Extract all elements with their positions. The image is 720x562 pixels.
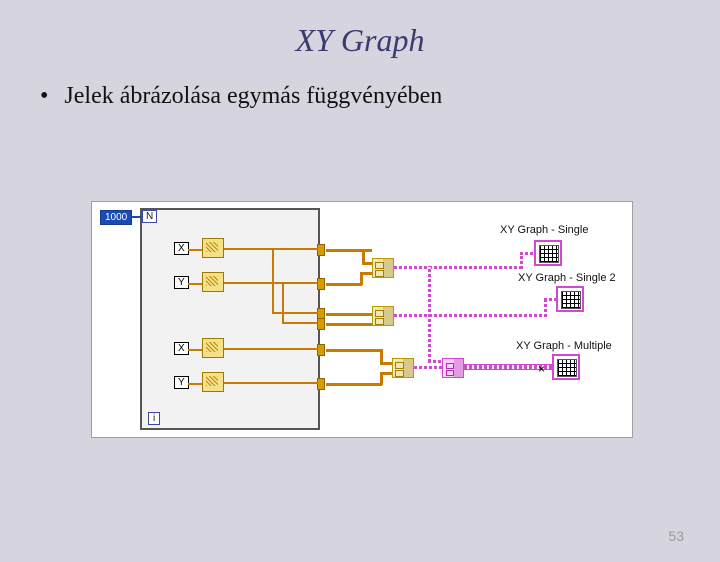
wire	[272, 248, 274, 314]
wire	[380, 362, 392, 365]
tunnel	[317, 244, 325, 256]
wire	[326, 249, 372, 252]
terminal-label-x: X	[174, 242, 189, 255]
loop-iteration-terminal: i	[148, 412, 160, 425]
page-number: 53	[668, 528, 684, 544]
sink-label: XY Graph - Single	[500, 224, 588, 236]
tunnel	[317, 378, 325, 390]
labview-diagram: 1000 N i X Y X Y	[92, 202, 632, 437]
tunnel	[317, 318, 325, 330]
for-loop	[140, 208, 320, 430]
wire	[282, 282, 284, 324]
terminal-label-y: Y	[174, 276, 189, 289]
wire	[394, 314, 546, 317]
wire	[188, 283, 202, 285]
wire	[428, 360, 442, 363]
loop-count-terminal: N	[142, 210, 157, 223]
wire	[380, 372, 392, 375]
wire	[224, 348, 318, 350]
bullet-text: Jelek ábrázolása egymás függvényében	[64, 83, 442, 109]
bundle-node	[372, 306, 394, 326]
wire	[380, 349, 383, 363]
sink-label: XY Graph - Multiple	[516, 340, 612, 352]
xy-graph-indicator	[556, 286, 584, 312]
bullet-marker: •	[40, 83, 48, 110]
wire	[326, 323, 372, 326]
sink-label: XY Graph - Single 2	[518, 272, 616, 284]
xy-graph-indicator	[534, 240, 562, 266]
slide-title: XY Graph	[0, 22, 720, 59]
wire	[428, 266, 431, 362]
terminal-label-y: Y	[174, 376, 189, 389]
bundle-node	[372, 258, 394, 278]
build-array-node	[442, 358, 464, 378]
wire	[326, 349, 382, 352]
wire	[188, 383, 202, 385]
wire	[326, 313, 372, 316]
function-node	[202, 338, 224, 358]
wire	[224, 382, 318, 384]
tunnel	[317, 344, 325, 356]
wire	[394, 266, 522, 269]
wire	[362, 262, 372, 265]
wire	[326, 383, 382, 386]
wire	[188, 249, 202, 251]
wire	[414, 366, 442, 369]
function-node	[202, 272, 224, 292]
wire	[360, 272, 372, 275]
tunnel	[317, 278, 325, 290]
wire	[326, 283, 362, 286]
bundle-node	[392, 358, 414, 378]
wire	[188, 349, 202, 351]
wire	[128, 216, 142, 218]
bullet-item: • Jelek ábrázolása egymás függvényében	[40, 83, 720, 110]
wire	[520, 252, 534, 255]
wire	[224, 282, 318, 284]
function-node	[202, 238, 224, 258]
wire	[544, 298, 556, 301]
terminal-label-x: X	[174, 342, 189, 355]
xy-graph-indicator	[552, 354, 580, 380]
coerce-dot: ×	[538, 362, 545, 376]
function-node	[202, 372, 224, 392]
wire	[272, 312, 318, 314]
wire	[224, 248, 318, 250]
wire	[362, 249, 365, 263]
wire	[282, 322, 318, 324]
